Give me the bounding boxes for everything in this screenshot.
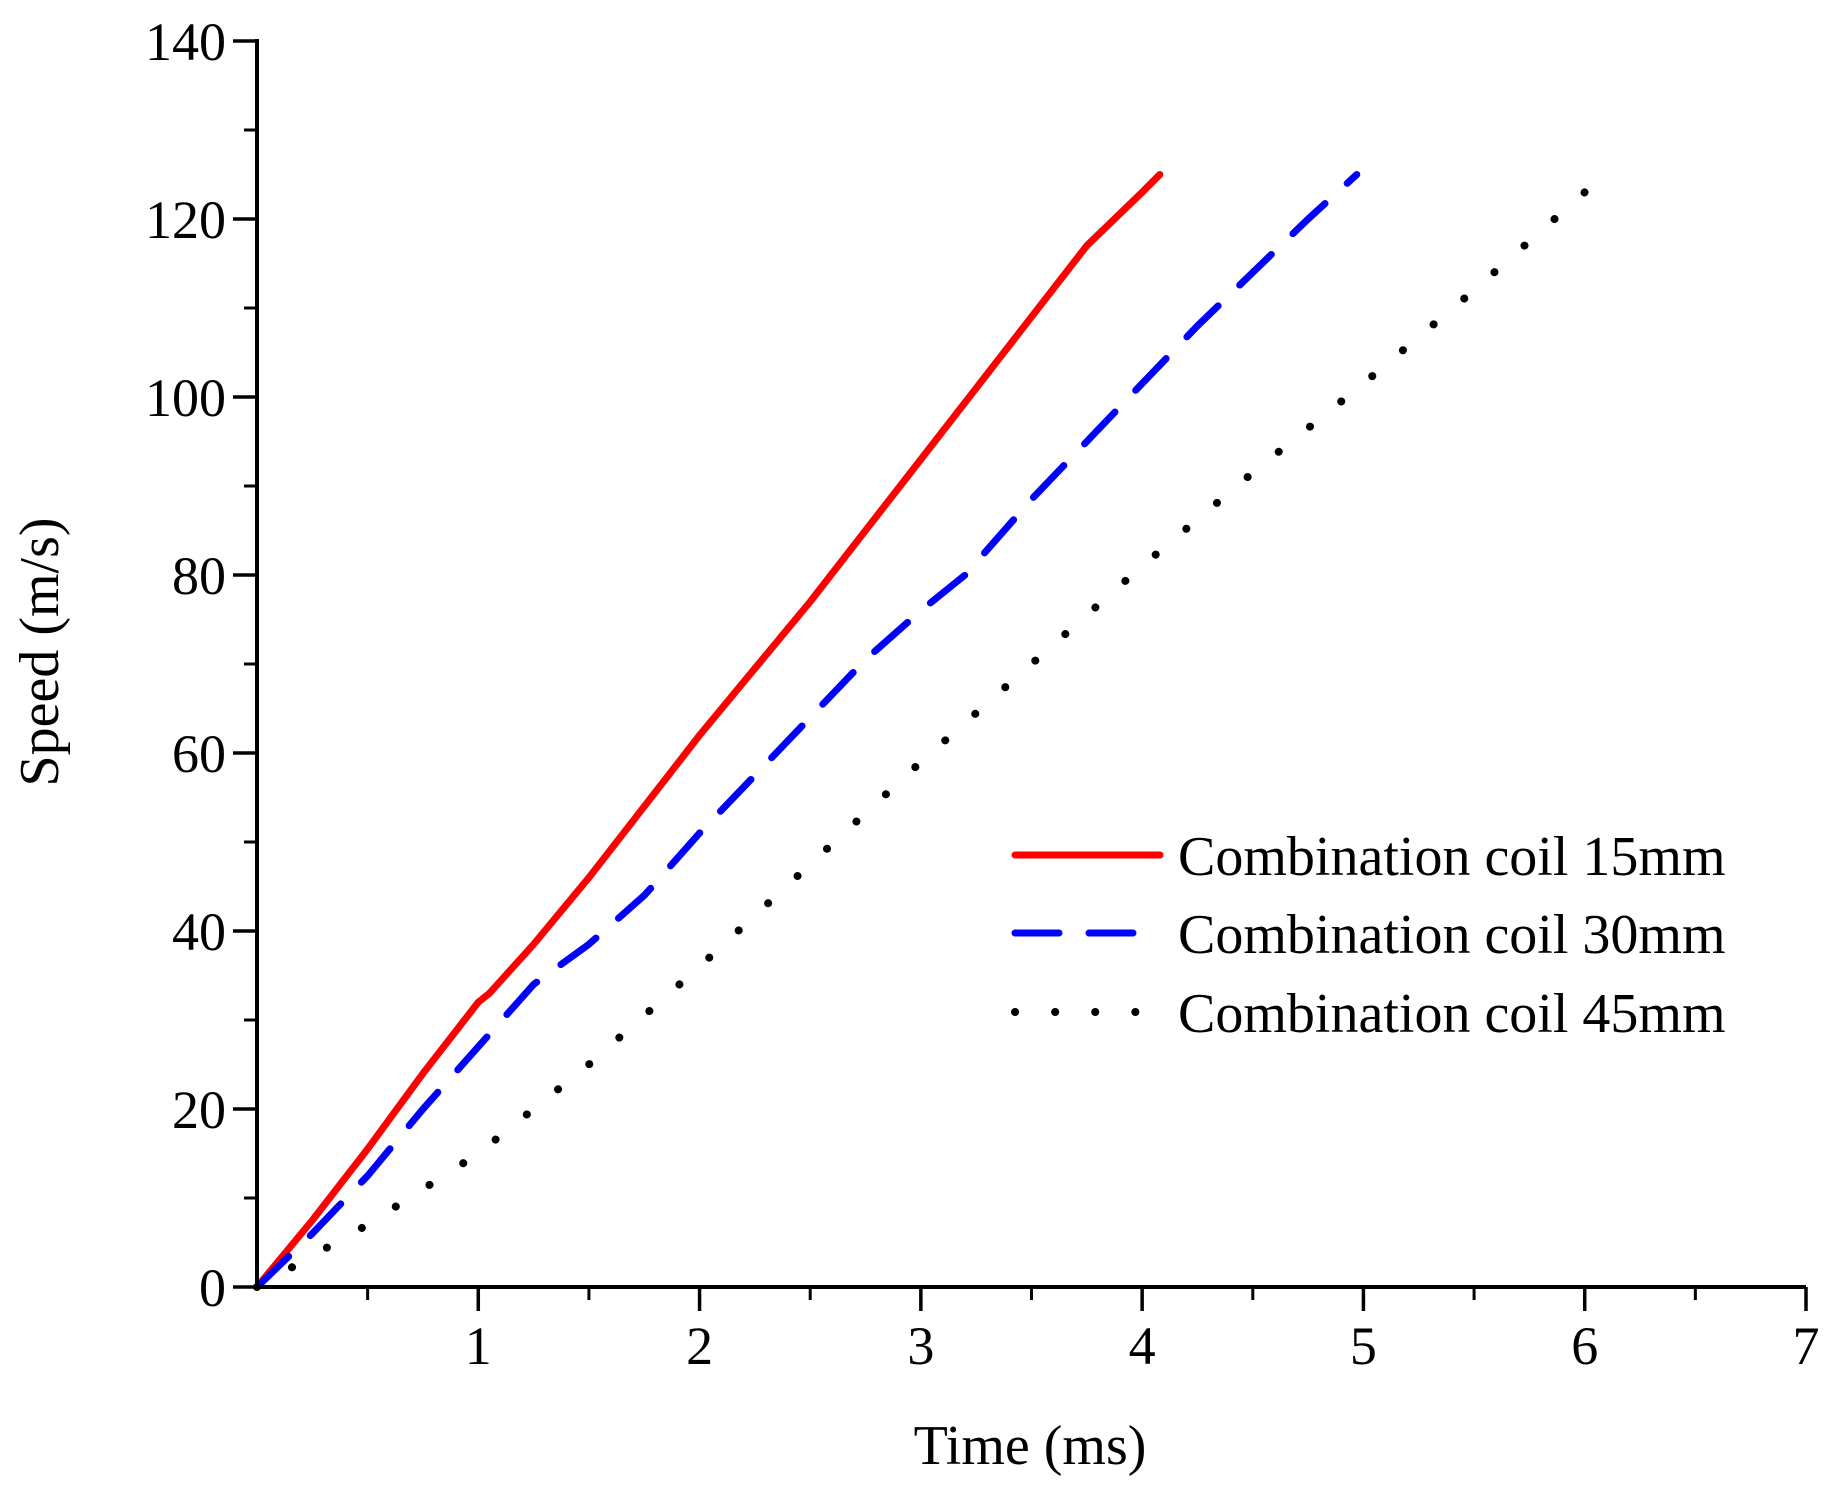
y-axis-title: Speed (m/s) [9,517,71,786]
series-line-1 [253,171,1164,1291]
y-tick-label: 100 [145,368,226,428]
legend-label-2: Combination coil 30mm [1178,904,1726,966]
y-tick-label: 80 [172,546,226,606]
x-axis-title: Time (ms) [914,1415,1147,1477]
x-tick-label: 6 [1571,1316,1598,1376]
legend: Combination coil 15mm Combination coil 30… [1011,826,1726,1045]
y-tick-label: 120 [145,190,226,250]
axes [255,39,1806,1289]
legend-label-1: Combination coil 15mm [1178,826,1726,888]
plot-lines [253,171,1589,1291]
x-tick-label: 4 [1129,1316,1156,1376]
series-line-3 [253,188,1589,1291]
series-line-2 [253,171,1361,1291]
y-tick-label: 20 [172,1080,226,1140]
y-tick-label: 140 [145,12,226,72]
y-tick-label: 0 [199,1258,226,1318]
x-tick-label: 5 [1350,1316,1377,1376]
x-tick-label: 3 [907,1316,934,1376]
legend-label-3: Combination coil 45mm [1178,983,1726,1045]
y-tick-label: 60 [172,724,226,784]
x-tick-label: 2 [686,1316,713,1376]
y-tick-label: 40 [172,902,226,962]
ticks: 1 2 3 4 5 6 7 0 20 40 60 80 100 120 140 [145,12,1820,1376]
x-tick-label: 1 [465,1316,492,1376]
x-tick-label: 7 [1793,1316,1820,1376]
